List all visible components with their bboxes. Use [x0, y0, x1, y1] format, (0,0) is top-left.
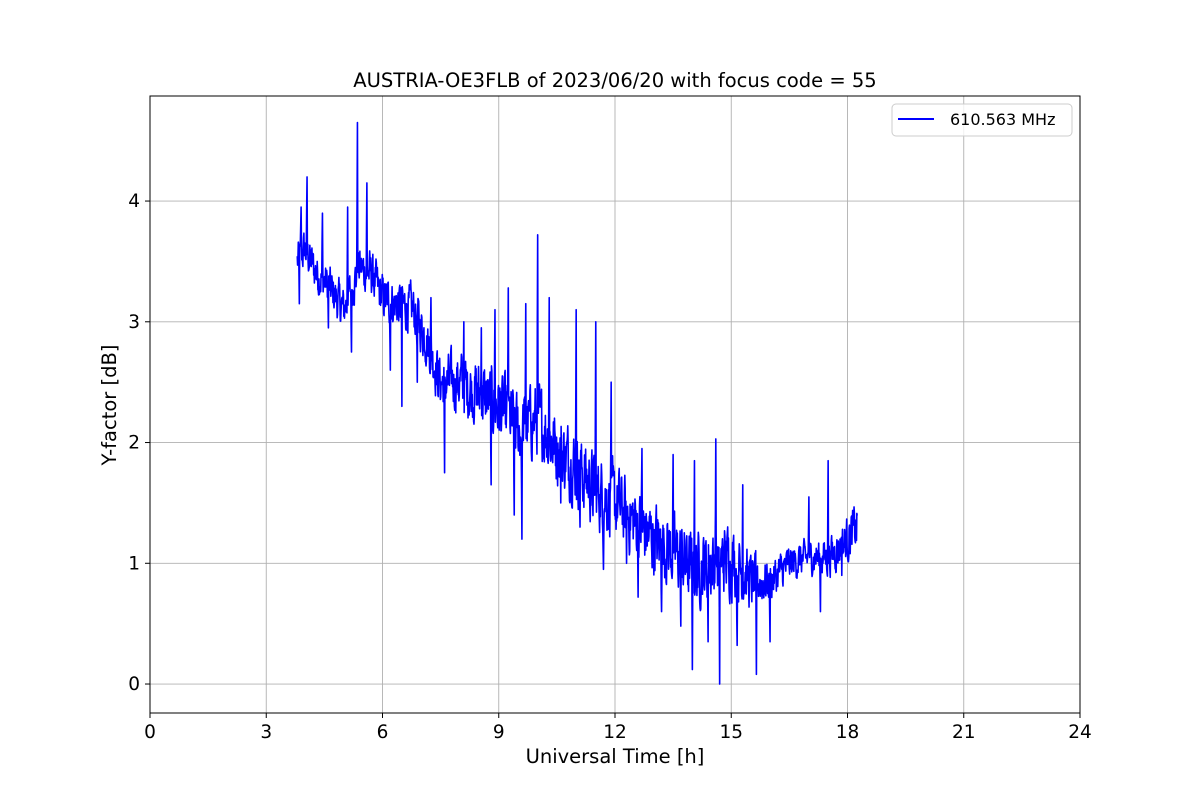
x-tick-label: 9 [493, 722, 505, 743]
x-tick-label: 21 [952, 722, 976, 743]
y-axis-label: Y-factor [dB] [98, 345, 121, 467]
x-tick-label: 24 [1068, 722, 1092, 743]
x-tick-label: 15 [719, 722, 743, 743]
legend: 610.563 MHz [891, 103, 1073, 137]
legend-entry-label: 610.563 MHz [950, 110, 1055, 129]
x-tick-label: 6 [377, 722, 389, 743]
y-tick-label: 1 [128, 553, 140, 574]
x-tick-label: 0 [144, 722, 156, 743]
plot-area [296, 121, 858, 685]
chart-title: AUSTRIA-OE3FLB of 2023/06/20 with focus … [353, 69, 876, 92]
y-tick-label: 3 [128, 312, 140, 333]
y-tick-label: 0 [128, 674, 140, 695]
legend-box [891, 103, 1073, 137]
series-line-610-563-mhz [296, 121, 858, 685]
x-tick-label: 12 [603, 722, 627, 743]
x-tick-label: 3 [260, 722, 272, 743]
y-tick-label: 2 [128, 433, 140, 454]
x-axis-label: Universal Time [h] [526, 745, 705, 768]
x-tick-label: 18 [836, 722, 860, 743]
y-tick-label: 4 [128, 191, 140, 212]
